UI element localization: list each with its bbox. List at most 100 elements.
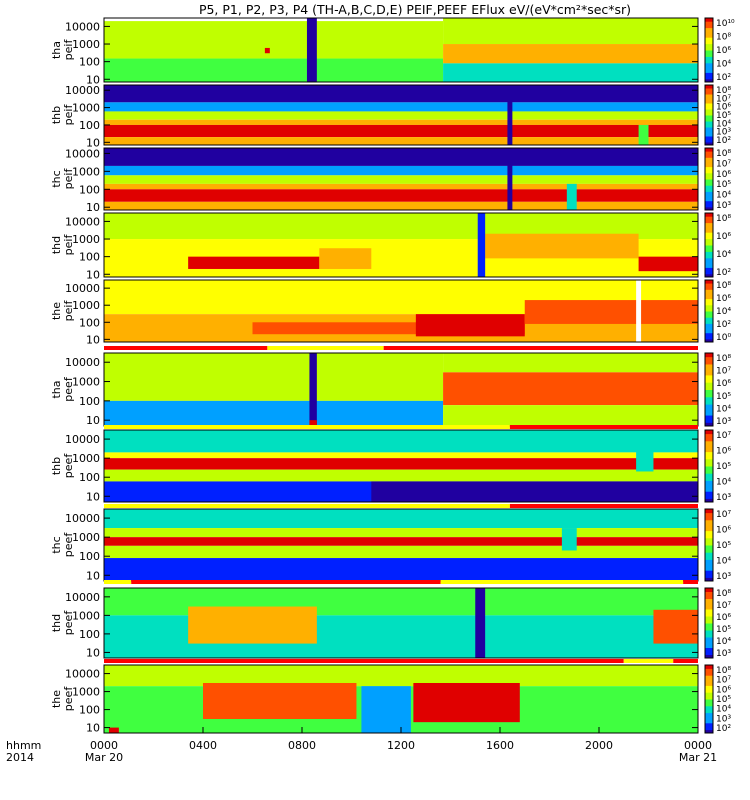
colorbar-label: 10⁶ bbox=[716, 447, 731, 457]
colorbar-segment bbox=[705, 699, 713, 703]
colorbar-segment bbox=[705, 40, 713, 45]
time-tick-label: 1200 bbox=[387, 739, 415, 752]
panel-thd-peif: 10 100 1000 10000 thdpeif 10⁸ 10⁶ 10⁴ 10² bbox=[50, 212, 731, 281]
colorbar-segment bbox=[705, 665, 713, 669]
colorbar-segment bbox=[705, 382, 713, 387]
colorbar-segment bbox=[705, 304, 713, 309]
colorbar-segment bbox=[705, 106, 713, 110]
colorbar-label: 10² bbox=[716, 136, 731, 146]
colorbar-segment bbox=[705, 726, 713, 731]
colorbar-frame bbox=[704, 664, 714, 734]
colorbar-label: 10⁰ bbox=[716, 333, 731, 343]
region-bar-segment bbox=[104, 580, 132, 584]
colorbar-segment bbox=[705, 338, 713, 343]
spectrogram-cell bbox=[108, 727, 119, 733]
colorbar-segment bbox=[705, 570, 713, 575]
colorbar-segment bbox=[705, 194, 713, 199]
colorbar-segment bbox=[705, 640, 713, 645]
energy-tick-label: 10 bbox=[86, 136, 100, 149]
colorbar-segment bbox=[705, 491, 713, 496]
colorbar-segment bbox=[705, 647, 713, 652]
colorbar-label: 10² bbox=[716, 73, 731, 83]
colorbar-segment bbox=[705, 552, 713, 557]
colorbar-segment bbox=[705, 91, 713, 95]
colorbar-segment bbox=[705, 248, 713, 252]
colorbar-segment bbox=[705, 127, 713, 131]
colorbar-segment bbox=[705, 722, 713, 727]
colorbar-frame bbox=[704, 147, 714, 211]
colorbar-segment bbox=[705, 197, 713, 202]
spectrogram-cell bbox=[104, 148, 698, 166]
spectrogram-cell bbox=[306, 18, 317, 82]
colorbar-segment bbox=[705, 444, 713, 449]
colorbar-segment bbox=[705, 619, 713, 624]
colorbar-segment bbox=[705, 716, 713, 720]
colorbar-segment bbox=[705, 72, 713, 77]
energy-tick-label: 10000 bbox=[65, 668, 100, 681]
colorbar-segment bbox=[705, 566, 713, 571]
region-bar-segment bbox=[509, 425, 698, 429]
colorbar-segment bbox=[705, 393, 713, 398]
colorbar-segment bbox=[705, 229, 713, 233]
colorbar-segment bbox=[705, 591, 713, 596]
energy-tick-label: 1000 bbox=[72, 38, 100, 51]
colorbar-label: 10⁴ bbox=[716, 557, 731, 567]
panel-frame bbox=[103, 587, 699, 659]
region-bar-segment bbox=[267, 346, 384, 350]
panel-frame bbox=[103, 84, 699, 146]
spectrogram-cell bbox=[566, 183, 577, 210]
energy-tick-label: 1000 bbox=[72, 233, 100, 246]
spectrogram-cell bbox=[264, 47, 270, 54]
colorbar-segment bbox=[705, 124, 713, 128]
colorbar-segment bbox=[705, 668, 713, 673]
spectrogram-cell bbox=[475, 588, 486, 658]
colorbar-label: 10⁵ bbox=[716, 392, 731, 402]
colorbar-label: 10³ bbox=[716, 714, 731, 724]
colorbar-segment bbox=[705, 314, 713, 318]
spectrogram-cell bbox=[371, 481, 698, 502]
colorbar-label: 10² bbox=[716, 268, 731, 278]
energy-tick-label: 10000 bbox=[65, 433, 100, 446]
colorbar-segment bbox=[705, 103, 713, 107]
colorbar-segment bbox=[705, 225, 713, 230]
colorbar-segment bbox=[705, 682, 713, 686]
energy-tick-label: 100 bbox=[79, 704, 100, 717]
spectrogram-cell bbox=[443, 353, 698, 373]
colorbar-segment bbox=[705, 320, 713, 324]
colorbar-label: 10⁴ bbox=[716, 478, 731, 488]
colorbar-segment bbox=[705, 97, 713, 101]
colorbar-segment bbox=[705, 175, 713, 180]
colorbar-segment bbox=[705, 705, 713, 710]
colorbar-segment bbox=[705, 695, 713, 700]
colorbar-segment bbox=[705, 317, 713, 321]
axis-row-label: 2014 bbox=[6, 751, 34, 764]
colorbar-segment bbox=[705, 605, 713, 610]
energy-tick-label: 1000 bbox=[72, 299, 100, 312]
spectrogram-cell bbox=[104, 119, 698, 125]
colorbar-segment bbox=[705, 678, 713, 683]
spectrogram-cell bbox=[104, 137, 698, 145]
panel-frame bbox=[103, 17, 699, 83]
time-tick-date: Mar 21 bbox=[679, 751, 717, 764]
time-tick-label: 1600 bbox=[486, 739, 514, 752]
panel-stack: 10100100010000thapeif10¹⁰10⁸10⁶10⁴10²101… bbox=[50, 17, 735, 735]
panel-label: thepeef bbox=[50, 686, 75, 712]
colorbar-segment bbox=[705, 494, 713, 499]
colorbar-segment bbox=[705, 671, 713, 676]
chart-title: P5, P1, P2, P3, P4 (TH-A,B,C,D,E) PEIF,P… bbox=[199, 2, 631, 17]
spectrogram-cell bbox=[638, 124, 649, 145]
colorbar-segment bbox=[705, 555, 713, 560]
spectrogram-cell bbox=[413, 682, 520, 723]
colorbar-segment bbox=[705, 264, 713, 268]
region-bar-segment bbox=[440, 580, 684, 584]
colorbar-segment bbox=[705, 59, 713, 64]
colorbar-segment bbox=[705, 389, 713, 394]
colorbar-label: 10³ bbox=[716, 128, 731, 138]
colorbar-segment bbox=[705, 616, 713, 620]
colorbar-segment bbox=[705, 235, 713, 240]
colorbar-segment bbox=[705, 142, 713, 146]
colorbar-label: 10⁶ bbox=[716, 232, 731, 242]
colorbar-segment bbox=[705, 675, 713, 680]
colorbar-segment bbox=[705, 385, 713, 390]
spectrogram-cell bbox=[104, 189, 698, 202]
